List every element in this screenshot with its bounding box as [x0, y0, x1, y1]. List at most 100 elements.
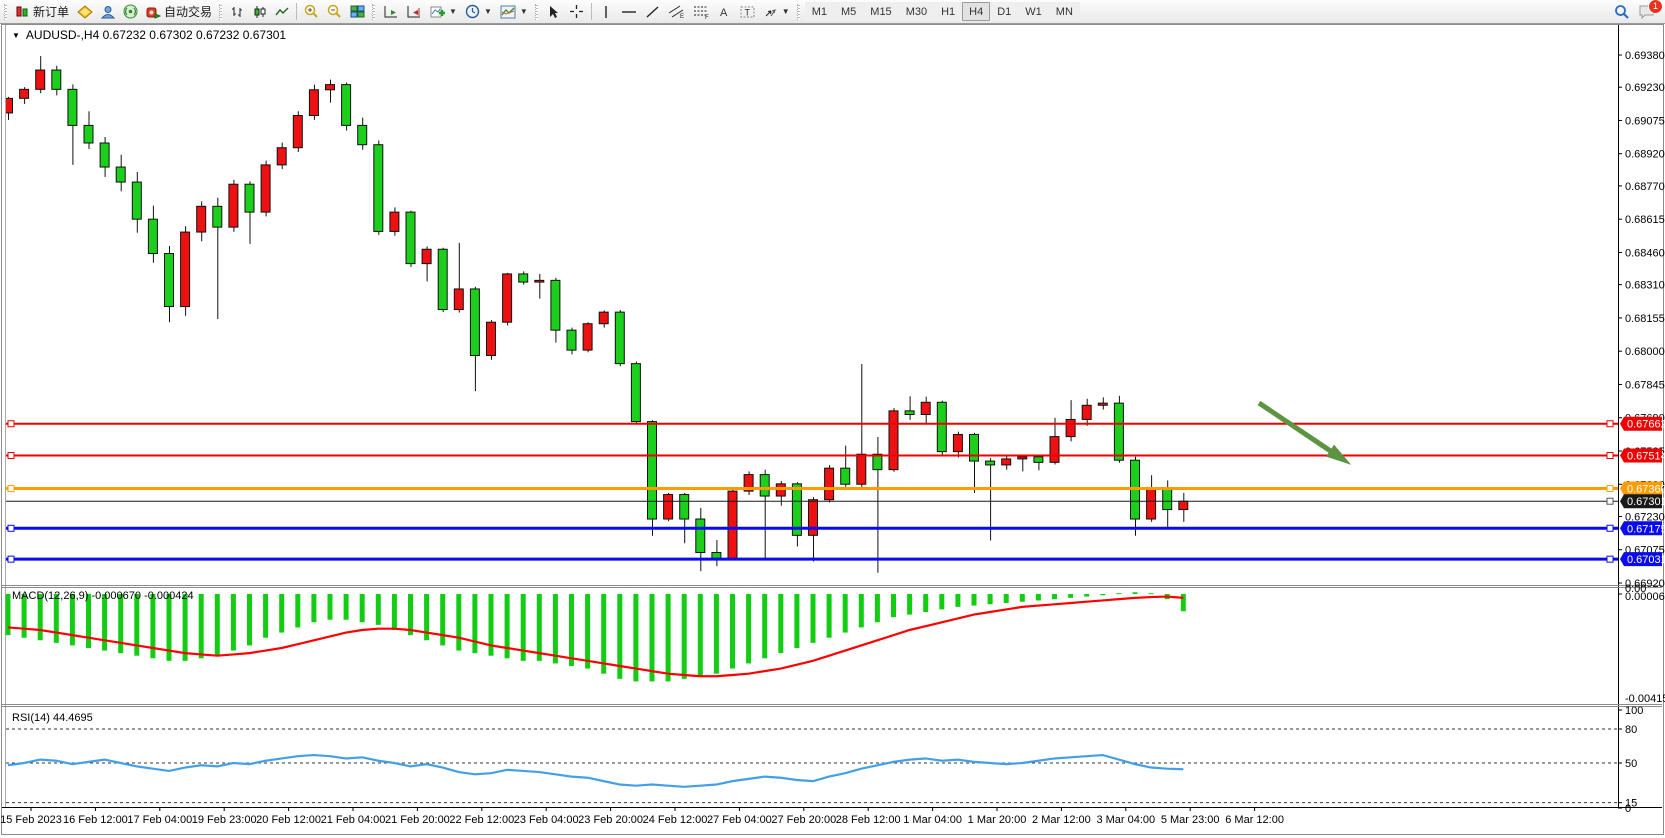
hline-handle [1607, 556, 1613, 562]
candle [519, 274, 528, 282]
candle [36, 70, 45, 89]
autotrade-label: 自动交易 [164, 3, 212, 20]
signals-button[interactable] [119, 2, 142, 22]
candle [1082, 405, 1091, 419]
macd-hist-bar [86, 594, 91, 648]
time-axis-label: 23 Feb 04:00 [514, 814, 579, 826]
tile-windows-button[interactable] [346, 2, 369, 22]
search-button[interactable] [1610, 2, 1634, 22]
hline-handle [1607, 421, 1613, 427]
text-tool-button[interactable]: A [714, 2, 736, 22]
bar-chart-mode-button[interactable] [227, 2, 249, 22]
candle [470, 289, 479, 356]
macd-axis-max-label: 0.000068 [1625, 591, 1665, 603]
price-tick-label: 0.68000 [1625, 346, 1665, 358]
time-axis-label: 19 Feb 23:00 [192, 814, 257, 826]
macd-hist-bar [6, 594, 11, 635]
new-order-button[interactable]: 新订单 [12, 2, 73, 22]
macd-hist-bar [811, 594, 816, 643]
macd-hist-bar [344, 594, 349, 620]
time-axis-label: 21 Feb 04:00 [321, 814, 386, 826]
toolbar-grip [219, 4, 224, 20]
candle [374, 145, 383, 232]
timeframe-H1[interactable]: H1 [934, 2, 962, 21]
toolbar-grip [372, 4, 377, 20]
line-chart-mode-button[interactable] [271, 2, 293, 22]
macd-hist-bar [939, 594, 944, 609]
hline-handle[interactable] [8, 486, 14, 492]
horizontal-line-tool-button[interactable] [617, 2, 641, 22]
time-axis-label: 5 Mar 23:00 [1161, 814, 1220, 826]
candle [1098, 403, 1107, 405]
hline-handle[interactable] [8, 452, 14, 458]
macd-hist-bar [650, 594, 655, 681]
candle [261, 165, 270, 212]
macd-hist-bar [698, 594, 703, 676]
crosshair-tool-button[interactable] [565, 2, 588, 22]
channel-tool-button[interactable]: E [664, 2, 689, 22]
dropdown-arrow-icon: ▼ [520, 7, 528, 16]
market-watch-button[interactable] [73, 2, 97, 22]
macd-hist-bar [295, 594, 300, 627]
template-icon [500, 5, 516, 19]
macd-hist-bar [279, 594, 284, 633]
macd-hist-bar [730, 594, 735, 669]
candle [20, 89, 29, 98]
macd-hist-bar [1020, 594, 1025, 602]
trendline-tool-button[interactable] [641, 2, 664, 22]
macd-hist-bar [54, 594, 59, 643]
zoom-out-button[interactable] [323, 2, 346, 22]
label-tool-button[interactable]: T [736, 2, 759, 22]
indicators-button[interactable]: ▼ [426, 2, 461, 22]
periods-button[interactable]: ▼ [461, 2, 496, 22]
time-axis-label: 21 Feb 20:00 [385, 814, 450, 826]
candle [921, 402, 930, 414]
macd-hist-bar [923, 594, 928, 612]
macd-hist-bar [1084, 594, 1089, 597]
timeframe-M5[interactable]: M5 [834, 2, 863, 21]
notification-badge: 1 [1648, 0, 1663, 14]
timeframe-W1[interactable]: W1 [1018, 2, 1049, 21]
macd-axis-min-label: -0.004159 [1625, 693, 1665, 705]
hline-handle[interactable] [8, 556, 14, 562]
autoscroll-button[interactable] [380, 2, 403, 22]
macd-hist-bar [328, 594, 333, 620]
timeframe-M1[interactable]: M1 [805, 2, 834, 21]
fibonacci-tool-button[interactable]: F [689, 2, 714, 22]
hline-handle[interactable] [8, 421, 14, 427]
candle [599, 312, 608, 324]
arrows-tool-button[interactable]: ▼ [759, 2, 794, 22]
candle [132, 182, 141, 219]
candle [631, 364, 640, 422]
dropdown-arrow-icon: ▼ [782, 7, 790, 16]
candle [760, 475, 769, 496]
zoom-out-icon [327, 4, 342, 19]
candle [293, 116, 302, 148]
candle [567, 330, 576, 350]
macd-hist-bar [1100, 594, 1105, 595]
timeframe-D1[interactable]: D1 [990, 2, 1018, 21]
vertical-line-tool-button[interactable] [595, 2, 617, 22]
macd-hist-bar [537, 594, 542, 661]
arrow-objects-icon [763, 5, 778, 19]
chart-shift-button[interactable] [403, 2, 426, 22]
hline-handle[interactable] [8, 525, 14, 531]
timeframe-MN[interactable]: MN [1049, 2, 1080, 21]
horizontal-line-icon [621, 5, 637, 19]
candle-chart-mode-button[interactable] [249, 2, 271, 22]
candle [1179, 501, 1188, 509]
profile-button[interactable] [97, 2, 119, 22]
timeframe-M15[interactable]: M15 [863, 2, 898, 21]
cursor-tool-button[interactable] [543, 2, 565, 22]
text-label-icon: T [740, 5, 755, 19]
macd-hist-bar [972, 594, 977, 606]
candle [277, 148, 286, 165]
zoom-in-button[interactable] [300, 2, 323, 22]
templates-button[interactable]: ▼ [496, 2, 532, 22]
candle [165, 254, 174, 307]
timeframe-H4[interactable]: H4 [962, 2, 990, 21]
candle [148, 219, 157, 253]
notifications-button[interactable]: 1 [1634, 2, 1659, 22]
timeframe-M30[interactable]: M30 [899, 2, 934, 21]
autotrade-button[interactable]: 自动交易 [142, 2, 216, 22]
